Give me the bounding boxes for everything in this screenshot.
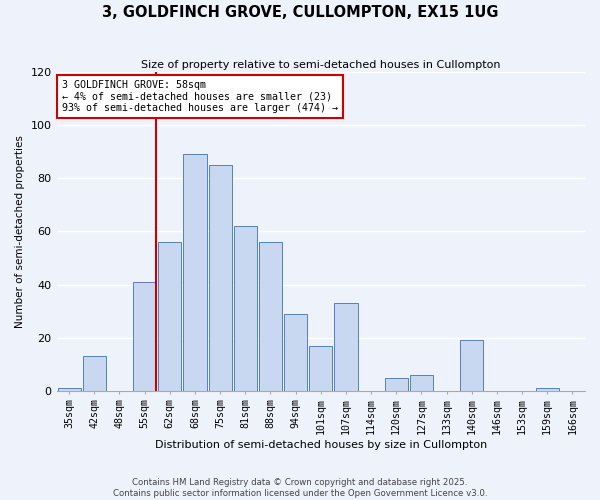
Bar bbox=[536, 388, 559, 391]
Bar bbox=[234, 226, 257, 391]
Bar bbox=[334, 303, 358, 391]
Bar bbox=[460, 340, 484, 391]
Title: Size of property relative to semi-detached houses in Cullompton: Size of property relative to semi-detach… bbox=[141, 60, 500, 70]
Bar bbox=[133, 282, 156, 391]
Bar bbox=[58, 388, 80, 391]
Y-axis label: Number of semi-detached properties: Number of semi-detached properties bbox=[15, 135, 25, 328]
Bar bbox=[184, 154, 206, 391]
Text: 3, GOLDFINCH GROVE, CULLOMPTON, EX15 1UG: 3, GOLDFINCH GROVE, CULLOMPTON, EX15 1UG bbox=[102, 5, 498, 20]
X-axis label: Distribution of semi-detached houses by size in Cullompton: Distribution of semi-detached houses by … bbox=[155, 440, 487, 450]
Bar bbox=[385, 378, 408, 391]
Text: Contains HM Land Registry data © Crown copyright and database right 2025.
Contai: Contains HM Land Registry data © Crown c… bbox=[113, 478, 487, 498]
Bar bbox=[309, 346, 332, 391]
Bar bbox=[158, 242, 181, 391]
Bar bbox=[209, 165, 232, 391]
Bar bbox=[410, 375, 433, 391]
Text: 3 GOLDFINCH GROVE: 58sqm
← 4% of semi-detached houses are smaller (23)
93% of se: 3 GOLDFINCH GROVE: 58sqm ← 4% of semi-de… bbox=[62, 80, 338, 114]
Bar bbox=[83, 356, 106, 391]
Bar bbox=[259, 242, 282, 391]
Bar bbox=[284, 314, 307, 391]
